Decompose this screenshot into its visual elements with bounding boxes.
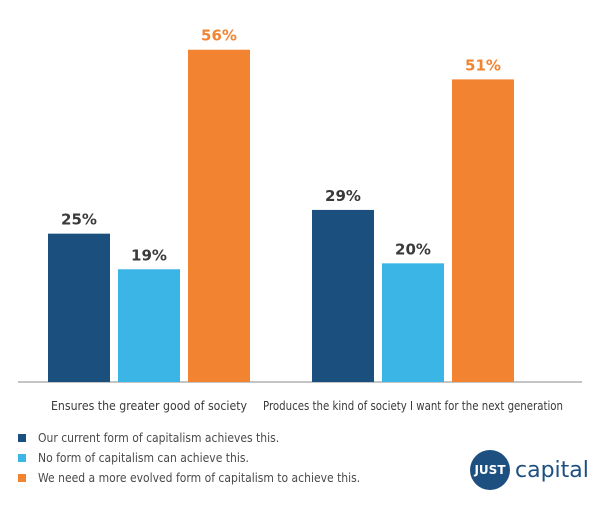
bar-chart: 25% 19% 56% Ensures the greater good of soc… [18, 27, 582, 413]
bar [312, 209, 374, 382]
data-label: 29% [325, 187, 361, 205]
data-label: 19% [131, 246, 167, 264]
legend-item: Our current form of capitalism achieves … [18, 428, 396, 448]
legend-swatch [18, 474, 26, 482]
bar [452, 79, 514, 383]
legend: Our current form of capitalism achieves … [18, 428, 396, 488]
legend-item: We need a more evolved form of capitalis… [18, 468, 396, 488]
logo-text: capital [515, 457, 589, 483]
bar [382, 263, 444, 382]
legend-label: Our current form of capitalism achieves … [38, 431, 280, 445]
legend-swatch [18, 434, 26, 442]
data-label: 56% [201, 27, 237, 45]
legend-swatch [18, 454, 26, 462]
bar [188, 49, 250, 382]
data-label: 51% [465, 56, 501, 74]
category-label: Produces the kind of society I want for … [263, 398, 563, 413]
just-capital-logo: JUST capital [470, 450, 589, 490]
bar [118, 269, 180, 382]
logo-badge: JUST [470, 450, 510, 490]
bar [48, 233, 110, 382]
legend-item: No form of capitalism can achieve this. [18, 448, 396, 468]
data-label: 25% [61, 211, 97, 229]
category-label: Ensures the greater good of society [51, 398, 248, 413]
legend-label: We need a more evolved form of capitalis… [38, 471, 361, 485]
legend-label: No form of capitalism can achieve this. [38, 451, 249, 465]
data-label: 20% [395, 240, 431, 258]
